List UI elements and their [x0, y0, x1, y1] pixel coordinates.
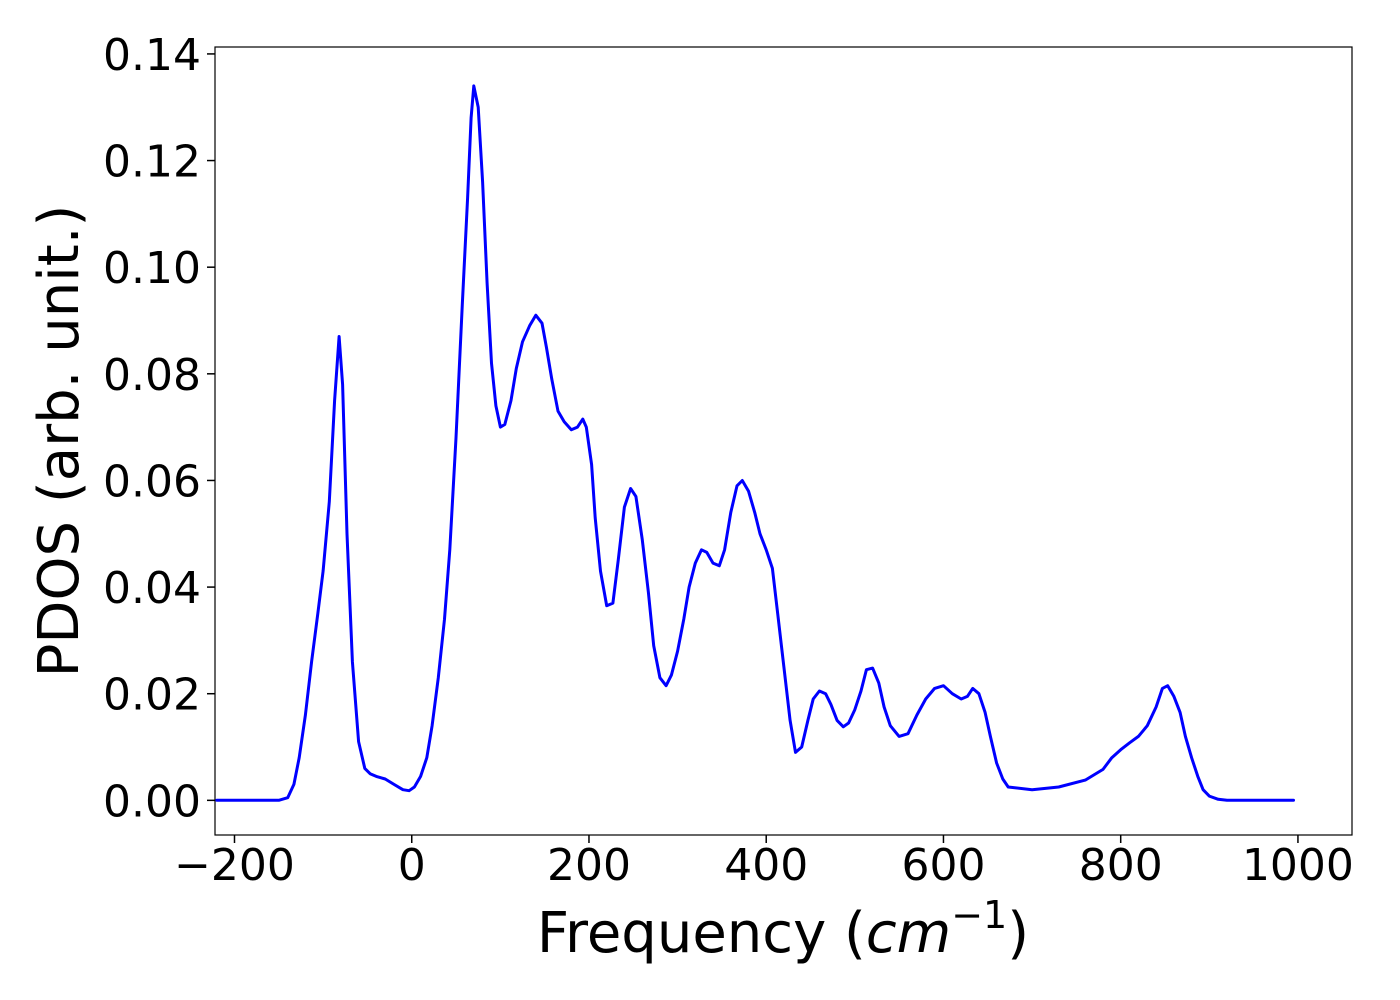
series-layer	[215, 84, 1295, 802]
x-tick-label: −200	[174, 840, 295, 891]
x-axis-title: Frequency (cm−1)	[537, 893, 1029, 966]
x-axis-title-unit-exponent: −1	[951, 893, 1007, 937]
y-tick-label: 0.14	[103, 30, 201, 81]
y-tick-label: 0.06	[103, 456, 201, 507]
y-tick-label: 0.08	[103, 350, 201, 401]
x-tick-label: 0	[398, 840, 426, 891]
x-axis-title-prefix: Frequency (	[537, 901, 866, 966]
x-tick-label: 800	[1079, 840, 1163, 891]
plot-frame	[214, 46, 1353, 836]
x-tick-label: 1000	[1242, 840, 1354, 891]
y-tick-label: 0.10	[103, 243, 201, 294]
x-axis: −200 0 200 400 600 800 1000	[174, 835, 1354, 891]
y-tick-label: 0.00	[103, 776, 201, 827]
y-tick-label: 0.04	[103, 563, 201, 614]
x-tick-label: 400	[724, 840, 808, 891]
y-tick-label: 0.12	[103, 137, 201, 188]
y-axis: 0.00 0.02 0.04 0.06 0.08 0.10 0.12 0.14	[103, 30, 215, 827]
x-tick-label: 600	[901, 840, 985, 891]
x-axis-title-suffix: )	[1007, 901, 1029, 966]
x-tick-label: 200	[547, 840, 631, 891]
y-axis-title: PDOS (arb. unit.)	[27, 205, 92, 678]
x-axis-title-unit: cm	[866, 901, 951, 966]
plot-area	[214, 46, 1353, 836]
pdos-series-line	[215, 84, 1295, 802]
y-tick-label: 0.02	[103, 670, 201, 721]
